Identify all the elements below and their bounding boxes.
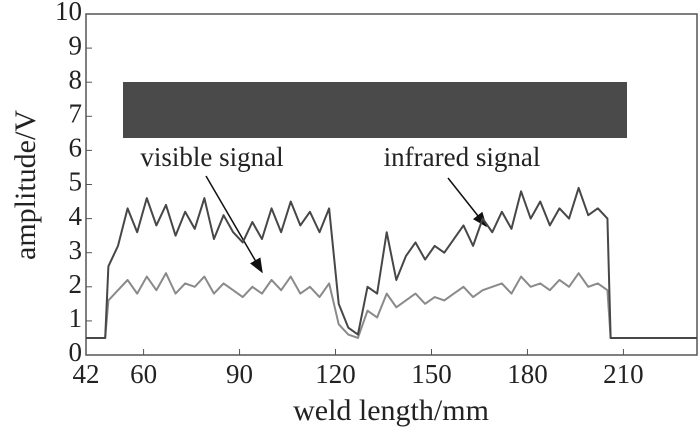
y-tick-label: 6 bbox=[69, 133, 83, 163]
series-line bbox=[86, 186, 697, 339]
plot-frame bbox=[85, 13, 698, 356]
x-tick-label: 42 bbox=[73, 359, 100, 389]
series-line bbox=[86, 272, 697, 339]
annotation-infrared: infrared signal bbox=[384, 142, 541, 172]
arrow bbox=[205, 175, 263, 274]
y-tick-label: 7 bbox=[69, 99, 83, 129]
x-tick-label: 210 bbox=[603, 359, 644, 389]
y-tick-label: 9 bbox=[69, 30, 83, 60]
x-tick-label: 120 bbox=[315, 359, 356, 389]
annotation-visible: visible signal bbox=[140, 142, 283, 172]
y-tick-label: 10 bbox=[55, 0, 82, 26]
y-tick-label: 5 bbox=[69, 167, 83, 197]
y-tick-label: 8 bbox=[69, 64, 83, 94]
x-axis-label: weld length/mm bbox=[293, 394, 489, 427]
arrow bbox=[447, 177, 487, 228]
y-tick-label: 2 bbox=[69, 269, 83, 299]
y-tick-label: 1 bbox=[69, 303, 83, 333]
y-axis-label: amplitude/V bbox=[9, 110, 42, 260]
y-tick-label: 0 bbox=[69, 337, 83, 367]
y-tick-label: 4 bbox=[69, 201, 83, 231]
x-tick-label: 90 bbox=[226, 359, 253, 389]
x-tick-label: 180 bbox=[507, 359, 548, 389]
x-tick-label: 150 bbox=[411, 359, 452, 389]
x-tick-label: 60 bbox=[130, 359, 157, 389]
weld-image bbox=[123, 82, 627, 138]
y-tick-label: 3 bbox=[69, 235, 83, 265]
